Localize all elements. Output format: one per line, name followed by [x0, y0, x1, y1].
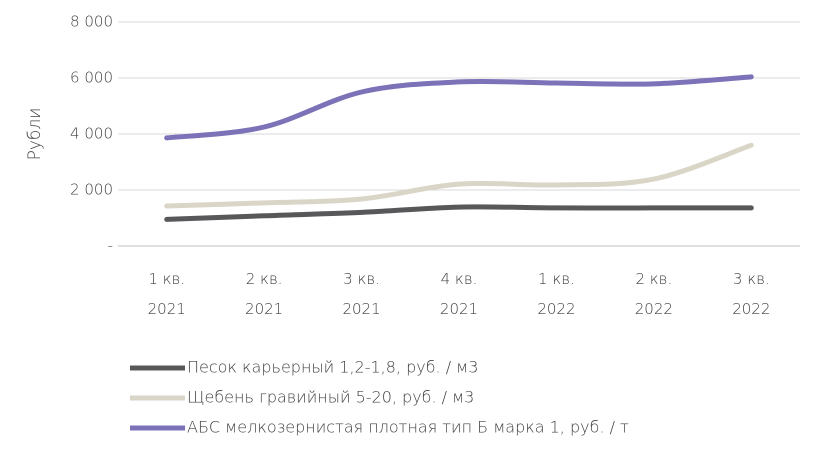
- x-tick-label: 4 кв. 2021: [440, 270, 478, 318]
- y-tick-label: 6 000: [70, 69, 113, 87]
- y-tick-label: 8 000: [70, 13, 113, 31]
- legend-label: Песок карьерный 1,2-1,8, руб. / м3: [187, 358, 478, 377]
- line: [164, 74, 754, 141]
- legend-label: АБС мелкозернистая плотная тип Б марка 1…: [187, 418, 629, 437]
- x-tick-label: 1 кв. 2022: [537, 270, 575, 318]
- legend-label: Щебень гравийный 5-20, руб. / м3: [187, 388, 474, 407]
- line: [164, 204, 754, 222]
- line: [164, 142, 754, 209]
- x-tick-label: 3 кв. 2021: [342, 270, 380, 318]
- y-axis-label: Рубли: [25, 108, 45, 161]
- x-tick-label: 3 кв. 2022: [732, 270, 770, 318]
- x-tick-label: 2 кв. 2021: [245, 270, 283, 318]
- y-tick-label: 2 000: [70, 181, 113, 199]
- y-tick-label: 4 000: [70, 125, 113, 143]
- y-tick-label: -: [108, 237, 113, 255]
- x-tick-label: 2 кв. 2022: [635, 270, 673, 318]
- x-tick-label: 1 кв. 2021: [148, 270, 186, 318]
